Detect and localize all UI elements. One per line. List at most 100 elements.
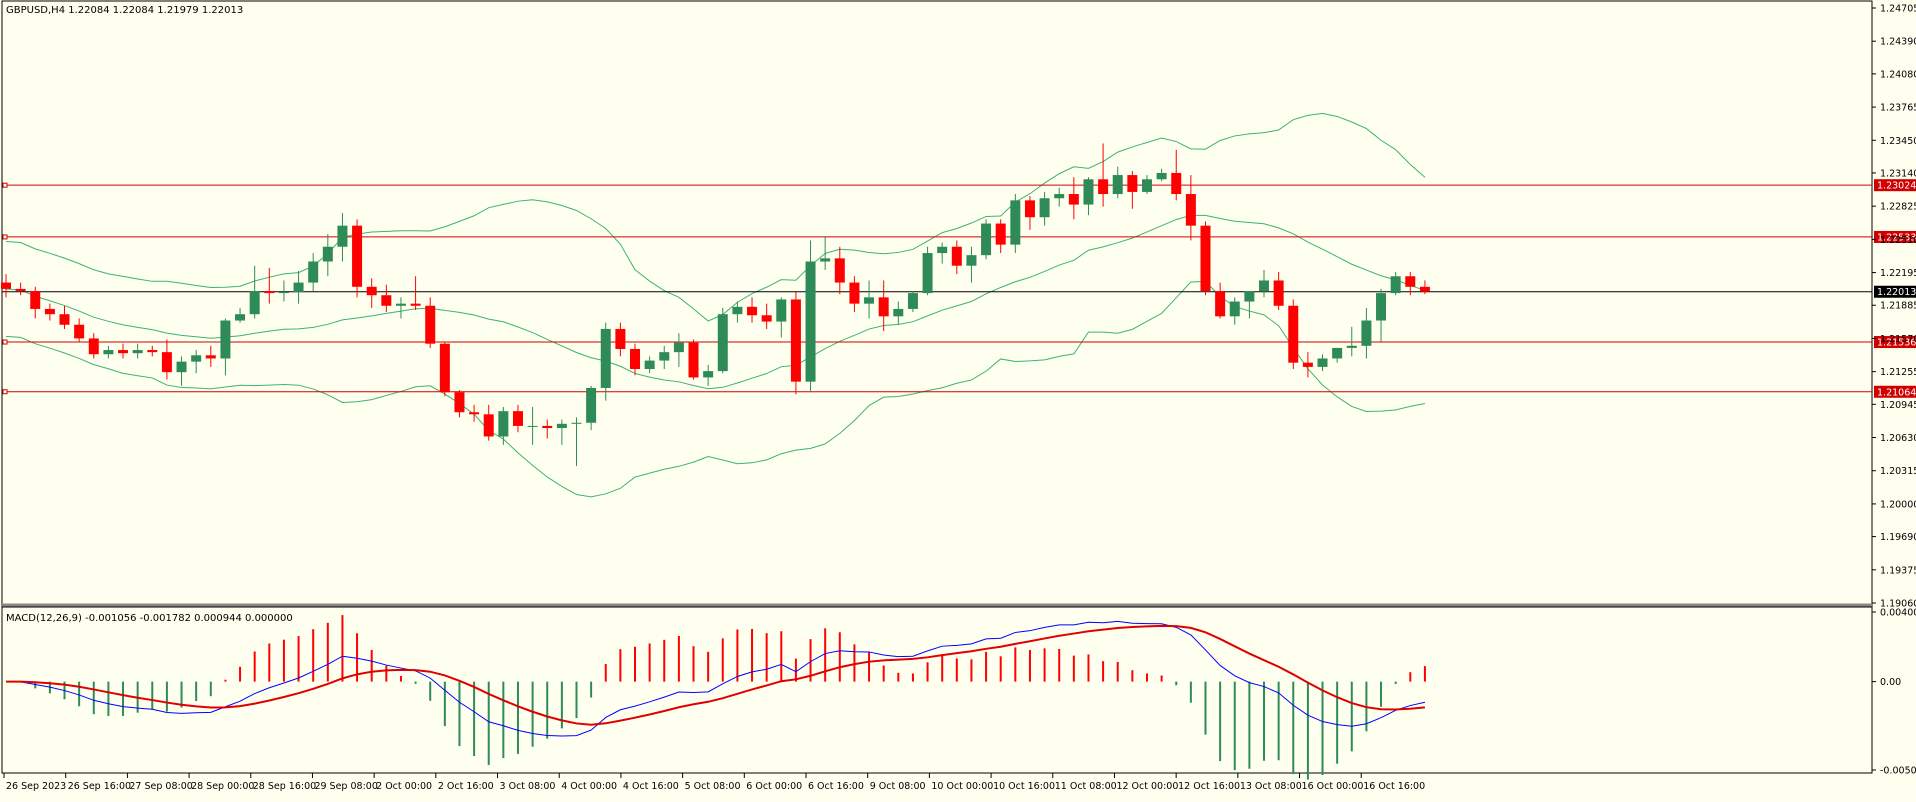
y-axis-tick-label: 1.23450 (1880, 136, 1916, 147)
candle-body (951, 246, 962, 266)
candle-body (732, 306, 743, 315)
candle-body (1, 282, 11, 289)
candle-body (776, 299, 787, 322)
candle-body (1024, 200, 1035, 218)
current-price-label: 1.22013 (1877, 287, 1916, 298)
level-price-label: 1.23024 (1877, 181, 1916, 192)
candle-body (293, 282, 304, 293)
candle-body (322, 246, 333, 262)
candle-body (132, 350, 143, 354)
level-price-label: 1.21064 (1877, 387, 1916, 398)
candle-body (381, 295, 392, 306)
candle-body (761, 315, 772, 322)
candle-body (74, 324, 85, 339)
candlestick-series (1, 143, 1430, 466)
candle-body (44, 308, 55, 315)
level-price-tag (1874, 385, 1916, 398)
level-handle (2, 339, 8, 345)
candle-body (878, 297, 889, 317)
candle-body (395, 303, 406, 306)
candle-body (439, 343, 450, 393)
macd-header: MACD(12,26,9) -0.001056 -0.001782 0.0009… (6, 613, 293, 624)
x-axis-tick-label: 27 Sep 08:00 (129, 781, 192, 792)
candle-body (425, 305, 436, 344)
candle-body (454, 392, 465, 413)
x-axis-tick-label: 26 Sep 16:00 (68, 781, 131, 792)
candle-body (630, 348, 641, 370)
candle-body (1156, 172, 1167, 180)
candle-body (1229, 301, 1240, 317)
candle-body (600, 328, 611, 388)
horizontal-levels: 1.23024 1.22533 1.21536 1.21064 1.22013 (2, 179, 1916, 398)
macd-y-tick-label: -0.005084 (1880, 766, 1916, 777)
candle-body (1171, 172, 1182, 195)
x-axis-tick-label: 11 Oct 08:00 (1055, 781, 1117, 792)
y-axis-tick-label: 1.21255 (1880, 367, 1916, 378)
candle-body (1215, 291, 1226, 317)
candle-body (1098, 179, 1109, 195)
x-axis-tick-label: 16 Oct 00:00 (1302, 781, 1364, 792)
macd-panel (5, 615, 1426, 780)
band-lower-line (5, 280, 1426, 498)
candle-body (1083, 179, 1094, 205)
y-axis-tick-label: 1.21570 (1880, 334, 1916, 345)
x-axis-tick-label: 29 Sep 08:00 (314, 781, 377, 792)
macd-line (5, 620, 1426, 737)
level-price-label: 1.21536 (1877, 338, 1916, 349)
candle-body (1054, 194, 1065, 199)
candle-body (542, 425, 553, 429)
candle-body (161, 352, 172, 373)
candle-body (571, 422, 582, 424)
level-price-tag (1874, 230, 1916, 243)
candle-body (615, 328, 626, 349)
band-upper-line (5, 112, 1426, 322)
macd-y-tick-label: 0.00 (1880, 677, 1901, 688)
candle-body (586, 387, 597, 423)
x-axis-tick-label: 4 Oct 00:00 (561, 781, 617, 792)
x-axis-tick-label: 10 Oct 16:00 (993, 781, 1055, 792)
y-axis-tick-label: 1.23140 (1880, 168, 1916, 179)
candle-body (1010, 200, 1021, 245)
macd-signal-line (5, 624, 1426, 726)
y-axis-tick-label: 1.19375 (1880, 565, 1916, 576)
candle-body (469, 412, 480, 415)
candle-body (673, 342, 684, 353)
current-price-tag (1874, 285, 1916, 298)
candle-body (527, 425, 538, 427)
chart-header: GBPUSD,H4 1.22084 1.22084 1.21979 1.2201… (6, 5, 243, 16)
candle-body (1346, 345, 1357, 348)
candle-body (864, 297, 875, 304)
candle-body (205, 355, 216, 359)
candle-body (1332, 347, 1343, 359)
candle-body (278, 292, 289, 294)
candle-body (1419, 286, 1430, 292)
candle-body (1244, 291, 1255, 302)
candle-body (308, 261, 319, 283)
level-price-tag (1874, 336, 1916, 349)
x-axis-tick-label: 6 Oct 16:00 (808, 781, 864, 792)
candle-body (1127, 175, 1138, 192)
candle-body (703, 371, 714, 378)
candle-body (981, 223, 992, 256)
macd-y-tick-label: 0.004004 (1880, 608, 1916, 619)
candle-body (103, 350, 114, 355)
y-axis-tick-label: 1.23765 (1880, 103, 1916, 114)
candle-body (1141, 179, 1152, 192)
candle-body (805, 261, 816, 382)
candle-body (556, 423, 567, 429)
candle-body (790, 299, 801, 382)
level-price-label: 1.22533 (1877, 232, 1916, 243)
x-axis-tick-label: 3 Oct 08:00 (500, 781, 556, 792)
level-handle (2, 182, 8, 188)
candle-body (15, 288, 26, 292)
candle-body (820, 258, 831, 262)
level-price-tag (1874, 179, 1916, 192)
y-axis-tick-label: 1.21885 (1880, 301, 1916, 312)
candle-body (1200, 225, 1211, 292)
candle-body (1112, 175, 1123, 195)
candle-body (644, 360, 655, 370)
y-axis-tick-label: 1.24390 (1880, 37, 1916, 48)
candle-body (337, 225, 348, 247)
x-axis-tick-label: 12 Oct 00:00 (1116, 781, 1178, 792)
